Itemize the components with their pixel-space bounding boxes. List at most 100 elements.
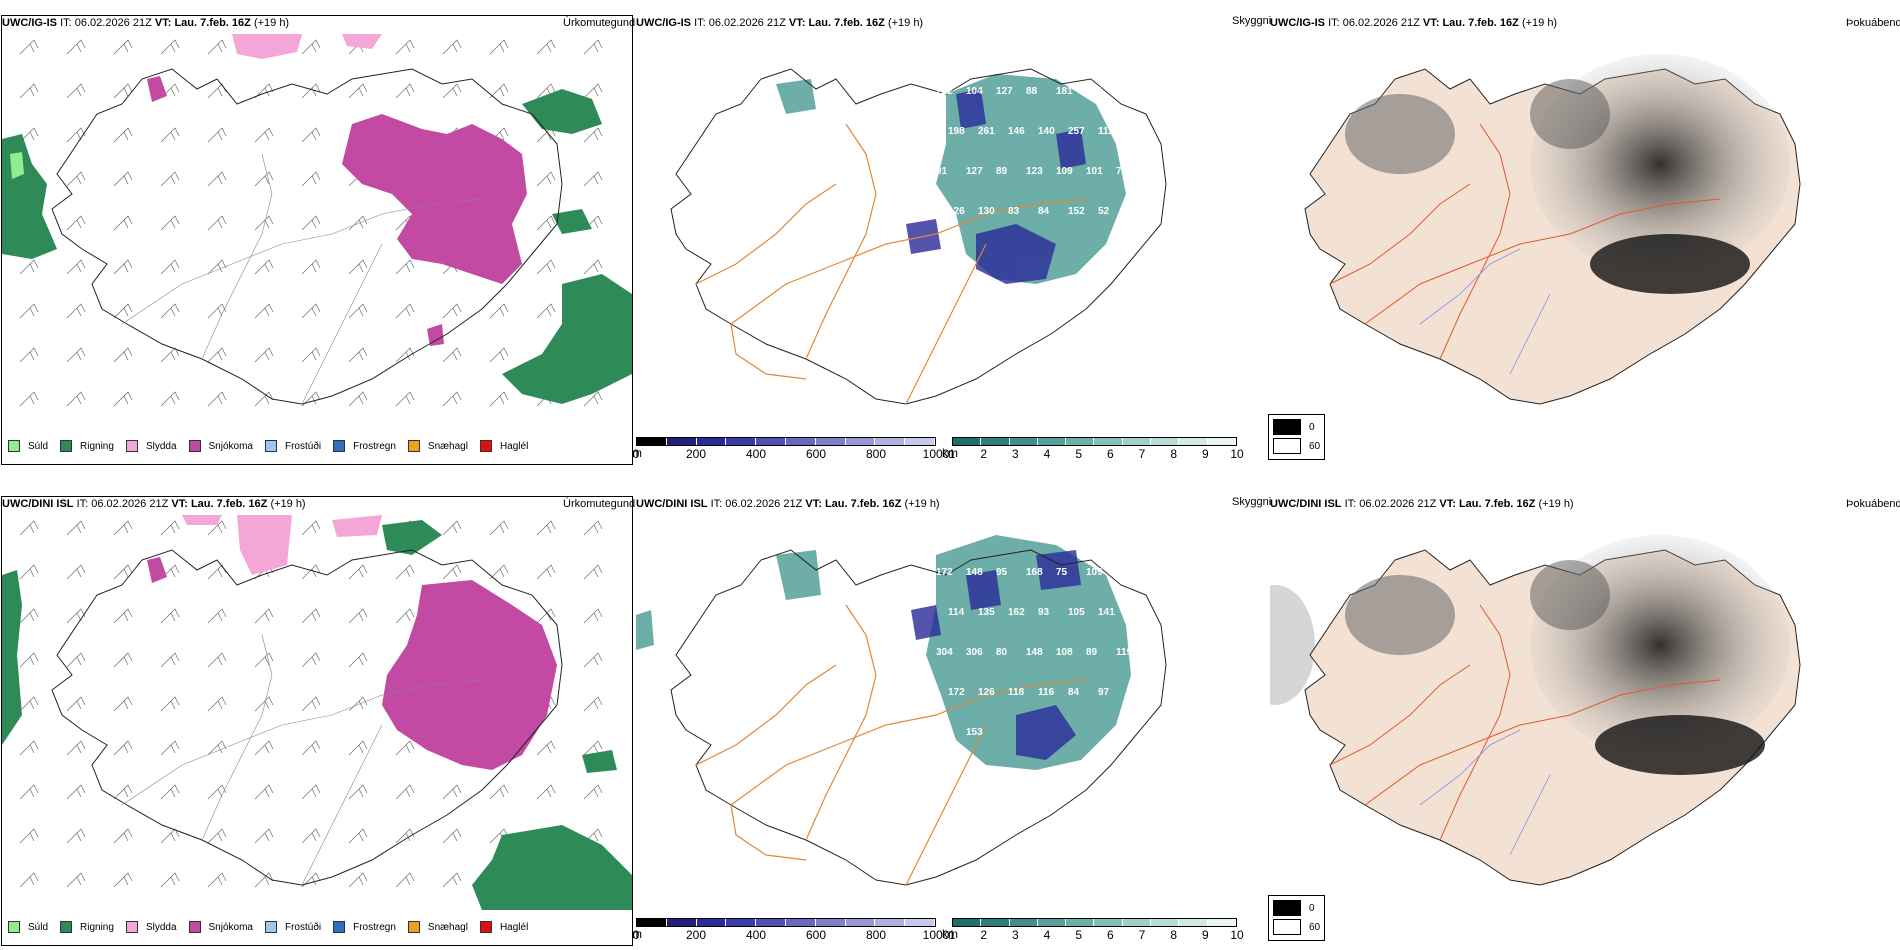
fog-legend-top: 0 60	[1268, 414, 1326, 460]
cloud-base-label: 126	[948, 206, 965, 217]
colorbar-tick: 3	[1011, 928, 1019, 942]
cloud-base-label: 97	[1098, 687, 1110, 698]
wind-barb	[113, 652, 133, 668]
colorbar-tick: 8	[1170, 928, 1177, 942]
colorbar-tick: 2	[980, 447, 987, 461]
iceland-outline	[51, 68, 563, 405]
cloud-base-label: 104	[966, 86, 983, 97]
cloud-base-label: 70	[1128, 687, 1140, 698]
panel-title-fog-top: Þokuábendi	[1846, 17, 1900, 29]
wind-barb	[348, 564, 368, 580]
precip-legend-top: Súld Rigning Slydda Snjókoma Frostúði Frostre…	[8, 440, 540, 452]
cloud-base-label: 304	[936, 647, 953, 658]
wind-barb	[66, 259, 86, 275]
colorbar-tick: 200	[685, 447, 707, 461]
colorbar-segment	[1037, 919, 1067, 926]
legend-item: Rigning	[60, 440, 114, 452]
colorbar-tick: 6	[1106, 928, 1114, 942]
wind-barb	[254, 347, 274, 363]
legend-item: Frostregn	[333, 921, 396, 933]
wind-barb	[207, 347, 227, 363]
drizzle-area	[10, 152, 24, 179]
visibility-colorbar-bottom: 1 2 3 4 5 6 7 8 9 10 km	[942, 918, 1244, 942]
cloud-base-unit: m	[632, 927, 642, 941]
wind-barb	[442, 83, 462, 99]
cloud-base-label: 146	[1008, 126, 1025, 137]
lead-time: (+19 h)	[270, 498, 306, 510]
fog-legend-item: 60	[1273, 919, 1320, 935]
cloud-base-label: 123	[1026, 166, 1043, 177]
wind-barb	[207, 872, 227, 888]
cloud-base-colorbar-bottom: 0 200 400 600 800 1000 m	[632, 918, 949, 942]
colorbar-tick: 7	[1138, 928, 1146, 942]
colorbar-segment	[696, 919, 727, 926]
colorbar-segment	[875, 919, 906, 926]
wind-barb	[66, 83, 86, 99]
wind-barb	[113, 215, 133, 231]
wind-barb	[254, 127, 274, 143]
wind-barb	[301, 39, 321, 55]
wind-barb	[207, 171, 227, 187]
cloud-base-label: 105	[1068, 607, 1085, 618]
cloud-base-label: 126	[978, 687, 995, 698]
vt-value: Lau. 7.feb. 16Z	[808, 17, 885, 29]
wind-barb	[395, 303, 415, 319]
visibility-bar	[952, 437, 1237, 446]
cloud-base-label: 84	[1038, 206, 1050, 217]
visibility-ticks: 1 2 3 4 5 6 7 8 9 10	[949, 927, 1244, 942]
legend-label: Frostúði	[284, 921, 322, 933]
rain-areas	[2, 89, 632, 404]
vt-value: Lau. 7.feb. 16Z	[174, 17, 251, 29]
snow-areas	[147, 557, 557, 770]
wind-barb	[113, 171, 133, 187]
colorbar-segment	[1207, 919, 1236, 926]
wind-barb	[301, 127, 321, 143]
colorbar-segment	[1179, 919, 1208, 926]
wind-barb	[301, 347, 321, 363]
vt-value: Lau. 7.feb. 16Z	[1458, 498, 1536, 510]
cloud-base-label: 121	[1116, 567, 1133, 578]
vt-value: Lau. 7.feb. 16Z	[190, 498, 268, 510]
wind-barb	[442, 520, 462, 536]
wind-barb	[301, 303, 321, 319]
cloud-base-label: 172	[936, 567, 953, 578]
legend-label: Frostregn	[353, 440, 396, 452]
cloud-base-label: 135	[978, 607, 995, 618]
panel-title-cloud-top: Skyggni	[1232, 15, 1272, 27]
model-name: UWC/IG-IS	[1270, 17, 1325, 29]
wind-barb	[19, 696, 39, 712]
wind-barb	[113, 259, 133, 275]
wind-barb	[160, 215, 180, 231]
colorbar-tick: 6	[1106, 447, 1114, 461]
colorbar-tick: 1000	[922, 447, 950, 461]
wind-barb	[442, 784, 462, 800]
model-name: UWC/DINI ISL	[2, 498, 74, 510]
wind-barb	[536, 740, 556, 756]
it-value: 06.02.2026 21Z	[91, 498, 169, 510]
iceland-outline	[51, 549, 563, 886]
wind-barb	[113, 391, 133, 407]
map-fog-bottom	[1270, 515, 1900, 910]
wind-barb	[19, 127, 39, 143]
wind-barb	[160, 784, 180, 800]
vt-value: Lau. 7.feb. 16Z	[1442, 17, 1519, 29]
sleet-areas	[232, 34, 382, 59]
wind-barb	[536, 39, 556, 55]
it-label: IT:	[1328, 17, 1340, 29]
wind-barb	[113, 564, 133, 580]
lead-time: (+19 h)	[1521, 17, 1558, 29]
cloud-base-label: 148	[1026, 647, 1043, 658]
colorbar-segment	[1094, 438, 1123, 445]
legend-label: Rigning	[80, 921, 114, 933]
wind-barb	[583, 83, 603, 99]
wind-barb	[254, 215, 274, 231]
colorbar-segment	[953, 919, 982, 926]
model-name: UWC/IG-IS	[636, 17, 691, 29]
cloud-base-label: 119	[1116, 647, 1133, 658]
map-fog-top	[1270, 34, 1900, 429]
legend-swatch	[8, 921, 20, 933]
legend-label: Snæhagl	[427, 921, 468, 933]
wind-barb	[207, 740, 227, 756]
wind-barb	[348, 215, 368, 231]
colorbar-tick: 0	[632, 447, 640, 461]
